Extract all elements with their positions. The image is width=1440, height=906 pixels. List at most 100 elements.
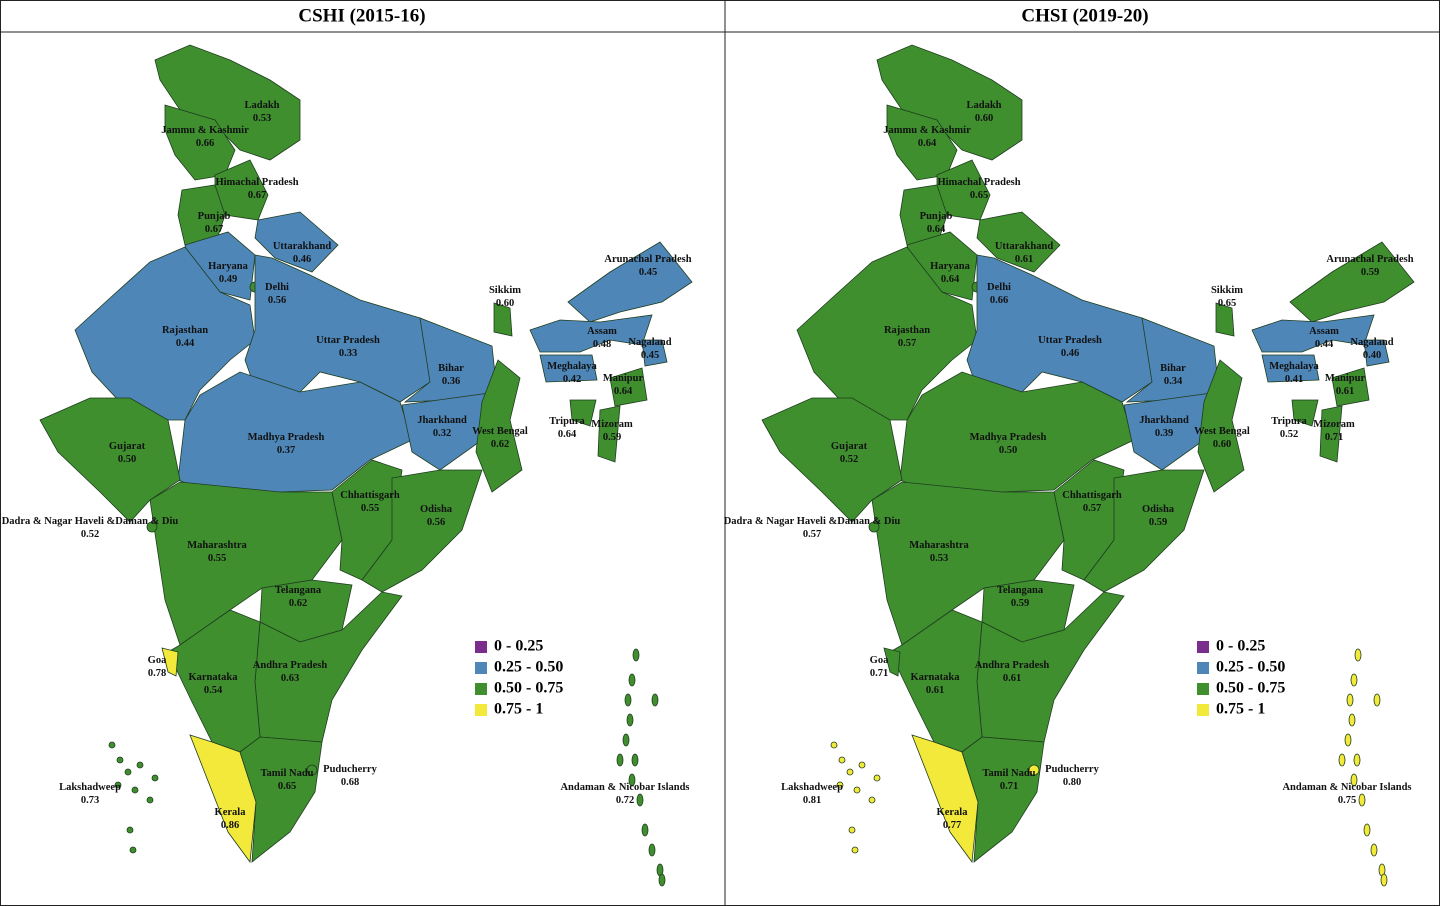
region-name: Manipur (1325, 373, 1366, 384)
region-value: 0.49 (219, 274, 237, 285)
island (1363, 823, 1371, 837)
legend-label: 0 - 0.25 (1216, 638, 1265, 655)
region-value: 0.64 (918, 138, 937, 149)
region (761, 397, 903, 523)
island (632, 648, 640, 662)
region-name: Arunachal Pradesh (1326, 254, 1413, 265)
island (116, 756, 124, 764)
legend-swatch (475, 662, 487, 674)
region-value: 0.39 (1155, 428, 1173, 439)
legend-swatch (1197, 641, 1209, 653)
island (626, 713, 634, 727)
region-value: 0.65 (278, 781, 296, 792)
region-value: 0.77 (943, 820, 961, 831)
region-value: 0.56 (427, 517, 445, 528)
region (961, 736, 1045, 863)
region-value: 0.57 (898, 338, 916, 349)
island (1358, 793, 1366, 807)
region-value: 0.62 (289, 598, 307, 609)
region-value: 0.36 (442, 376, 460, 387)
island (1348, 713, 1356, 727)
region (1123, 391, 1220, 471)
region (154, 44, 301, 161)
region-name: Bihar (438, 363, 464, 374)
region-value: 0.65 (970, 190, 988, 201)
india-map: Ladakh 0.53 Jammu & Kashmir 0.66 Himachal Pr… (2, 44, 693, 887)
region-value: 0.46 (1061, 348, 1079, 359)
region-name: Dadra & Nagar Haveli &Daman & Diu (724, 516, 901, 527)
island (151, 774, 159, 782)
legend-label: 0.75 - 1 (1216, 701, 1265, 718)
region-value: 0.44 (176, 338, 195, 349)
region-value: 0.57 (803, 529, 821, 540)
region (254, 211, 339, 273)
region-value: 0.59 (1011, 598, 1029, 609)
region-name: Jharkhand (417, 415, 467, 426)
region-name: Telangana (275, 585, 322, 596)
legend-label: 0.25 - 0.50 (494, 659, 563, 676)
region-value: 0.86 (221, 820, 239, 831)
region-value: 0.55 (208, 553, 226, 564)
island (648, 843, 656, 857)
island (624, 693, 632, 707)
region-name: Lakshadweep (59, 782, 121, 793)
region-value: 0.50 (999, 445, 1017, 456)
region-value: 0.34 (1164, 376, 1183, 387)
region-name: Meghalaya (1269, 361, 1319, 372)
region (401, 391, 498, 471)
island (858, 761, 866, 769)
region-name: Himachal Pradesh (215, 177, 298, 188)
region-value: 0.33 (339, 348, 357, 359)
region-name: Telangana (997, 585, 1044, 596)
region-name: Assam (1309, 326, 1339, 337)
island (848, 826, 856, 834)
region-name: Sikkim (489, 285, 521, 296)
region-name: Tripura (1271, 416, 1307, 427)
region (1319, 405, 1343, 463)
region-name: Mizoram (591, 419, 633, 430)
region-value: 0.55 (361, 503, 379, 514)
region-value: 0.61 (1336, 386, 1354, 397)
region-value: 0.71 (1000, 781, 1018, 792)
legend-label: 0.25 - 0.50 (1216, 659, 1285, 676)
region-name: Ladakh (244, 100, 279, 111)
legend-swatch (1197, 662, 1209, 674)
region-value: 0.78 (148, 668, 166, 679)
region-value: 0.48 (593, 339, 611, 350)
region-name: Uttarakhand (273, 241, 332, 252)
region (597, 405, 621, 463)
region (361, 469, 483, 593)
island (651, 693, 659, 707)
region-name: Goa (870, 655, 889, 666)
island (124, 768, 132, 776)
region-value: 0.64 (927, 224, 946, 235)
region (164, 104, 236, 181)
legend-swatch (475, 704, 487, 716)
region-value: 0.59 (603, 432, 621, 443)
region-name: Sikkim (1211, 285, 1243, 296)
region-value: 0.62 (491, 439, 509, 450)
island (836, 781, 844, 789)
region-value: 0.53 (930, 553, 948, 564)
region (493, 302, 513, 337)
region-value: 0.67 (248, 190, 266, 201)
region (868, 521, 880, 533)
region (1363, 339, 1390, 367)
region-value: 0.80 (1063, 777, 1081, 788)
region-name: Arunachal Pradesh (604, 254, 691, 265)
region (567, 241, 693, 323)
region-value: 0.71 (1325, 432, 1343, 443)
region (1291, 399, 1319, 427)
region (1083, 469, 1205, 593)
region-name: Andhra Pradesh (253, 660, 328, 671)
region-name: Puducherry (1045, 764, 1099, 775)
region-value: 0.52 (1280, 429, 1298, 440)
region-name: Manipur (603, 373, 644, 384)
region-value: 0.66 (990, 295, 1008, 306)
region-value: 0.68 (341, 777, 359, 788)
region-value: 0.45 (641, 350, 659, 361)
region (161, 647, 179, 677)
region (876, 44, 1023, 161)
region-value: 0.73 (81, 795, 99, 806)
region-name: Haryana (930, 261, 970, 272)
